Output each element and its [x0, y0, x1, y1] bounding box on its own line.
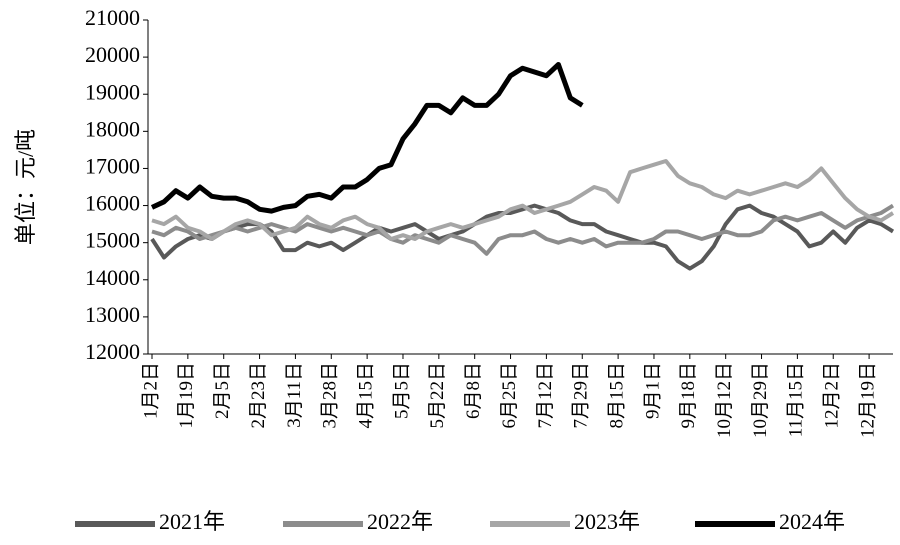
x-tick-label: 9月1日 — [642, 362, 663, 419]
x-tick-label: 8月15日 — [606, 362, 627, 429]
x-tick-label: 6月25日 — [499, 362, 520, 429]
series-line — [151, 203, 895, 256]
legend-label: 2022年 — [367, 509, 433, 534]
y-tick-label: 19000 — [85, 79, 140, 104]
y-tick-label: 15000 — [85, 228, 140, 253]
legend-label: 2024年 — [779, 509, 845, 534]
x-tick-label: 1月19日 — [176, 362, 197, 429]
x-tick-label: 5月5日 — [391, 362, 412, 419]
x-tick-label: 7月29日 — [571, 362, 592, 429]
series-line — [150, 62, 584, 214]
x-tick-label: 1月2日 — [140, 362, 161, 419]
y-axis-label: 单位：元/吨 — [13, 129, 38, 245]
y-tick-label: 20000 — [85, 42, 140, 67]
x-tick-label: 3月28日 — [320, 362, 341, 429]
y-tick-label: 14000 — [85, 265, 140, 290]
legend-label: 2023年 — [574, 509, 640, 534]
x-tick-label: 4月15日 — [355, 362, 376, 429]
x-tick-label: 6月8日 — [463, 362, 484, 419]
x-tick-label: 7月12日 — [535, 362, 556, 429]
y-tick-label: 18000 — [85, 116, 140, 141]
y-tick-label: 12000 — [85, 339, 140, 364]
x-tick-label: 2月5日 — [212, 362, 233, 419]
legend-label: 2021年 — [159, 509, 225, 534]
series-line — [151, 159, 895, 241]
y-tick-label: 21000 — [85, 5, 140, 30]
x-tick-label: 10月29日 — [750, 362, 771, 438]
x-tick-label: 2月23日 — [248, 362, 269, 429]
y-tick-label: 17000 — [85, 153, 140, 178]
y-tick-label: 16000 — [85, 191, 140, 216]
x-tick-label: 12月19日 — [857, 362, 878, 438]
x-tick-label: 9月18日 — [678, 362, 699, 429]
x-tick-label: 3月11日 — [284, 362, 305, 428]
x-tick-label: 10月12日 — [714, 362, 735, 438]
y-tick-label: 13000 — [85, 302, 140, 327]
x-tick-label: 12月2日 — [822, 362, 843, 429]
x-tick-label: 11月15日 — [786, 362, 807, 437]
x-tick-label: 5月22日 — [427, 362, 448, 429]
series-line — [150, 203, 895, 271]
